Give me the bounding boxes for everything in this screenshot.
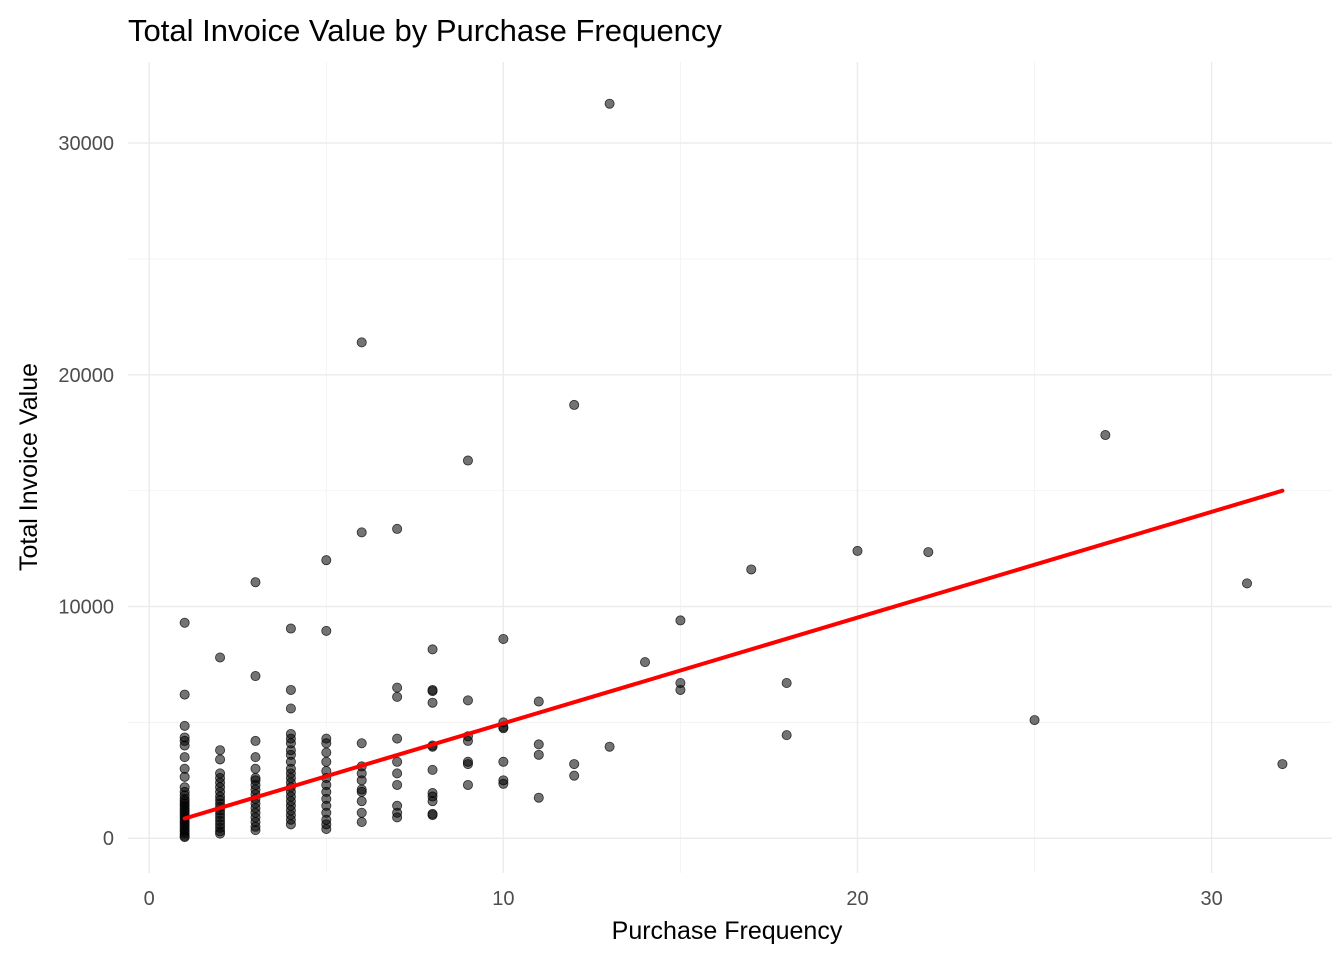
x-tick-label: 20 — [846, 888, 868, 910]
data-point — [250, 577, 261, 588]
data-point — [250, 825, 261, 836]
data-point — [462, 735, 473, 746]
data-point — [250, 763, 261, 774]
data-point — [179, 689, 190, 700]
x-tick-label: 10 — [492, 888, 514, 910]
data-point — [604, 98, 615, 109]
data-point — [675, 684, 686, 695]
data-point — [321, 738, 332, 749]
data-point — [285, 684, 296, 695]
data-point — [569, 399, 580, 410]
data-point — [923, 547, 934, 558]
chart-title: Total Invoice Value by Purchase Frequenc… — [128, 13, 722, 48]
data-point — [569, 759, 580, 770]
grid — [128, 62, 1332, 873]
data-point — [250, 735, 261, 746]
data-point — [640, 657, 651, 668]
data-point — [498, 633, 509, 644]
data-point — [392, 768, 403, 779]
data-point — [533, 739, 544, 750]
data-point — [392, 812, 403, 823]
data-point — [427, 764, 438, 775]
data-point — [179, 740, 190, 751]
data-point — [356, 796, 367, 807]
data-point — [462, 779, 473, 790]
data-point — [285, 819, 296, 830]
data-point — [1100, 430, 1111, 441]
y-tick-label: 10000 — [58, 597, 114, 619]
data-point — [852, 545, 863, 556]
data-point — [179, 617, 190, 628]
y-tick-label: 20000 — [58, 365, 114, 387]
data-point — [462, 455, 473, 466]
data-point — [746, 564, 757, 575]
data-point — [392, 523, 403, 534]
data-point — [215, 754, 226, 765]
y-tick-label: 0 — [103, 828, 114, 850]
data-point — [356, 807, 367, 818]
data-point — [321, 756, 332, 767]
data-point — [285, 623, 296, 634]
data-point — [533, 792, 544, 803]
data-point — [356, 738, 367, 749]
y-tick-label: 30000 — [58, 133, 114, 155]
data-point — [356, 527, 367, 538]
data-point — [356, 817, 367, 828]
data-point — [392, 733, 403, 744]
data-point — [462, 695, 473, 706]
data-point — [285, 703, 296, 714]
data-point — [427, 810, 438, 821]
data-point — [498, 778, 509, 789]
data-point — [427, 644, 438, 655]
data-point — [250, 671, 261, 682]
x-tick-label: 0 — [144, 888, 155, 910]
data-point — [569, 770, 580, 781]
data-point — [1242, 578, 1253, 589]
data-point — [392, 756, 403, 767]
data-point — [179, 832, 190, 843]
trend-line-group — [182, 488, 1285, 821]
data-point — [321, 555, 332, 566]
data-point — [179, 752, 190, 763]
data-point — [427, 796, 438, 807]
data-point — [356, 786, 367, 797]
y-axis-title: Total Invoice Value — [15, 363, 43, 571]
data-point — [215, 745, 226, 756]
data-point — [498, 756, 509, 767]
data-point — [215, 828, 226, 839]
data-point — [321, 625, 332, 636]
x-tick-label: 30 — [1200, 888, 1222, 910]
data-point — [250, 752, 261, 763]
data-point — [321, 747, 332, 758]
data-point — [179, 720, 190, 731]
data-point — [321, 823, 332, 834]
data-point — [356, 337, 367, 348]
tick-labels: 0 10 20 30 0 10000 20000 30000 — [58, 133, 1222, 910]
data-point — [1029, 715, 1040, 726]
data-points — [179, 98, 1288, 843]
data-point — [215, 652, 226, 663]
data-point — [533, 696, 544, 707]
data-point — [462, 759, 473, 770]
trend-line — [182, 488, 1285, 821]
data-point — [427, 686, 438, 697]
data-point — [675, 615, 686, 626]
data-point — [356, 775, 367, 786]
data-point — [392, 691, 403, 702]
data-point — [781, 730, 792, 741]
data-point — [604, 741, 615, 752]
data-point — [781, 677, 792, 688]
data-point — [427, 697, 438, 708]
data-point — [392, 682, 403, 693]
data-point — [392, 779, 403, 790]
data-point — [1277, 759, 1288, 770]
data-point — [533, 749, 544, 760]
x-axis-title: Purchase Frequency — [612, 917, 843, 945]
data-point — [179, 771, 190, 782]
